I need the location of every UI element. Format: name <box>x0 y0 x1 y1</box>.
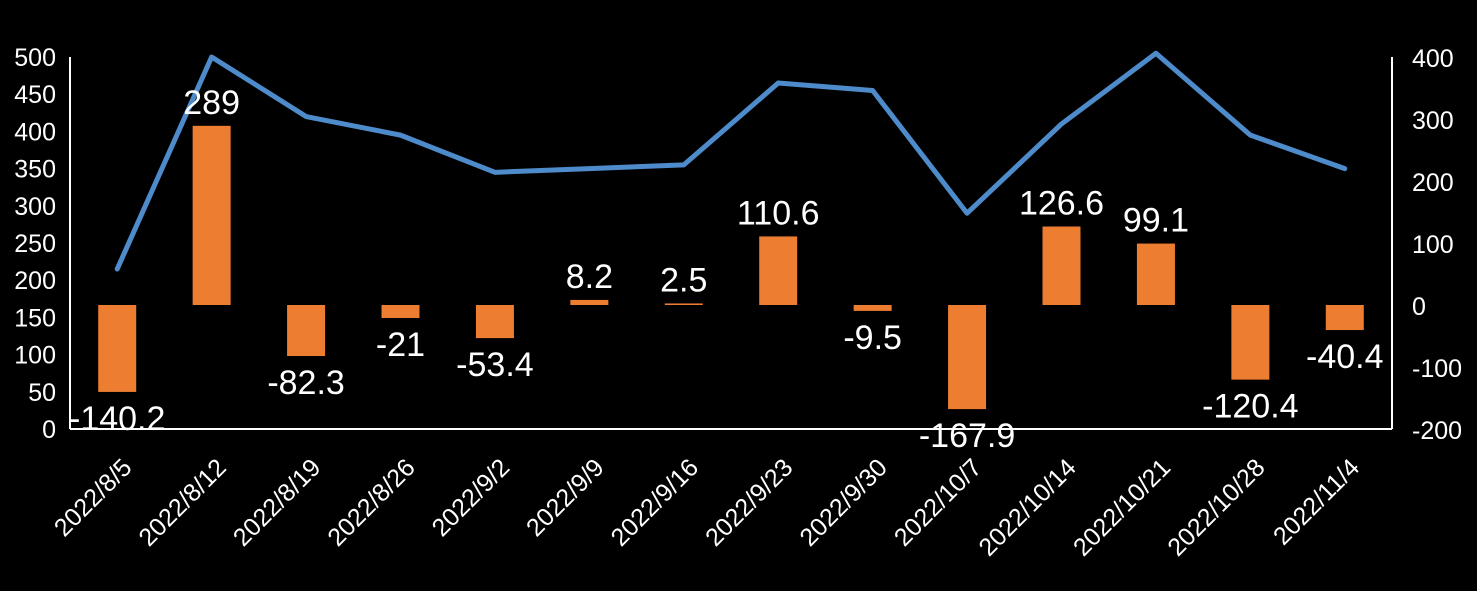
right-axis-tick-label: 300 <box>1412 107 1454 135</box>
bar-data-label: -53.4 <box>456 346 534 384</box>
left-axis-tick-label: 400 <box>14 118 56 146</box>
bar-data-label: -120.4 <box>1202 388 1298 426</box>
bar <box>570 299 609 305</box>
bar <box>853 305 892 311</box>
x-axis-category-label: 2022/9/9 <box>521 453 610 542</box>
bar <box>1136 243 1175 305</box>
left-axis-tick-label: 300 <box>14 193 56 221</box>
bar-data-label: -167.9 <box>919 417 1015 455</box>
left-axis-tick-label: 50 <box>28 379 56 407</box>
left-axis-tick-label: 0 <box>42 416 56 444</box>
bar <box>98 305 137 392</box>
x-axis-category-label: 2022/8/12 <box>133 453 231 551</box>
right-axis-tick-label: 100 <box>1412 231 1454 259</box>
bar-data-label: -82.3 <box>267 364 345 402</box>
bar-data-label: -21 <box>376 326 425 364</box>
left-axis-tick-label: 100 <box>14 342 56 370</box>
x-axis-category-label: 2022/10/14 <box>973 453 1081 561</box>
right-axis-tick-label: 200 <box>1412 169 1454 197</box>
bar <box>475 305 514 339</box>
bar-data-label: 99.1 <box>1123 202 1189 240</box>
bar-data-label: -9.5 <box>843 319 902 357</box>
bar <box>664 303 703 305</box>
right-axis-tick-label: 0 <box>1412 293 1426 321</box>
left-axis-tick-label: 450 <box>14 81 56 109</box>
x-axis-category-label: 2022/8/5 <box>49 453 138 542</box>
x-axis-category-label: 2022/9/30 <box>794 453 892 551</box>
bar <box>1325 305 1364 331</box>
bar-data-label: 289 <box>183 84 240 122</box>
left-axis-tick-label: 350 <box>14 156 56 184</box>
line-series <box>114 50 1348 272</box>
left-axis-tick-label: 150 <box>14 304 56 332</box>
bar-data-label: -140.2 <box>69 400 165 438</box>
right-axis-tick-label: -200 <box>1412 417 1462 445</box>
x-axis-category-label: 2022/10/28 <box>1162 453 1270 561</box>
bar <box>1231 305 1270 380</box>
bar <box>287 305 326 357</box>
left-axis-tick-label: 500 <box>14 44 56 72</box>
right-axis-tick-label: 400 <box>1412 45 1454 73</box>
left-axis-tick-label: 200 <box>14 267 56 295</box>
bar <box>1042 226 1081 305</box>
x-axis-category-label: 2022/11/4 <box>1268 453 1365 550</box>
bar <box>192 125 231 305</box>
x-axis-category-label: 2022/10/7 <box>889 453 987 551</box>
bar-data-label: 2.5 <box>660 261 707 299</box>
bar <box>381 305 420 319</box>
bar <box>948 305 987 410</box>
x-axis-category-label: 2022/9/2 <box>427 453 516 542</box>
bar-data-label: 110.6 <box>737 194 820 232</box>
left-axis-tick-label: 250 <box>14 230 56 258</box>
right-axis-tick-label: -100 <box>1412 355 1462 383</box>
bar-data-label: 126.6 <box>1019 185 1104 223</box>
bar-data-label: 8.2 <box>566 258 613 296</box>
x-axis-category-label: 2022/8/19 <box>228 453 326 551</box>
x-axis-category-label: 2022/10/21 <box>1068 453 1176 561</box>
x-axis-category-label: 2022/9/16 <box>606 453 704 551</box>
bar <box>759 236 798 305</box>
bar-data-label: -40.4 <box>1306 338 1384 376</box>
x-axis-category-label: 2022/9/23 <box>700 453 798 551</box>
x-axis-category-label: 2022/8/26 <box>322 453 420 551</box>
